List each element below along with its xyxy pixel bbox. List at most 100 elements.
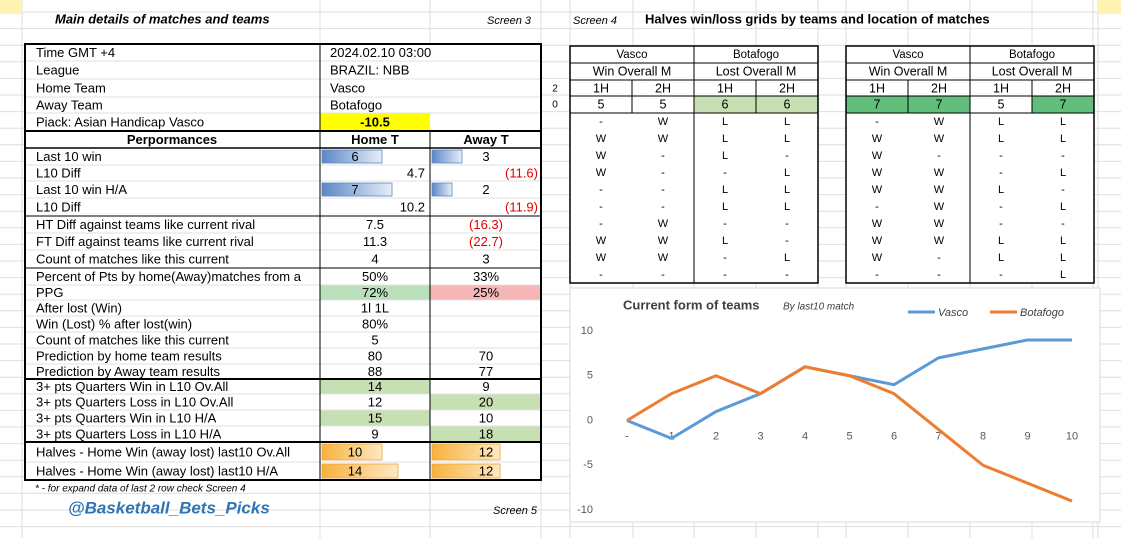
away-value: 12 (479, 463, 493, 478)
half-label: 1H (993, 81, 1009, 95)
home-value: 7 (351, 182, 358, 197)
row-label: Last 10 win (36, 149, 102, 164)
data-bar (431, 149, 463, 164)
result-cell: W (872, 167, 883, 179)
result-cell: W (658, 235, 669, 247)
column-name: Win Overall M (593, 64, 671, 78)
count-value: 6 (784, 97, 791, 111)
series-line (626, 365, 1073, 503)
row-label: PPG (36, 285, 63, 300)
away-value: 33% (473, 269, 499, 284)
count-fill (694, 96, 756, 113)
row-label: Prediction by home team results (36, 348, 222, 363)
result-cell: - (999, 150, 1003, 162)
count-value: 5 (660, 97, 667, 111)
result-cell: L (784, 167, 790, 179)
result-cell: L (722, 133, 728, 145)
side-label: 0 (552, 100, 558, 111)
x-tick-label: 1 (668, 430, 674, 442)
result-cell: W (596, 150, 607, 162)
result-cell: W (934, 201, 945, 213)
home-value: 88 (368, 364, 382, 379)
result-cell: W (872, 133, 883, 145)
x-tick-label: 3 (757, 430, 763, 442)
x-tick-label: 7 (935, 430, 941, 442)
row-label: 3+ pts Quarters Win in L10 H/A (36, 410, 217, 425)
result-cell: - (661, 150, 665, 162)
cell-fill (430, 426, 541, 442)
x-tick-label: 5 (846, 430, 852, 442)
y-tick-label: 10 (581, 325, 593, 337)
result-cell: L (998, 235, 1004, 247)
row-label: After lost (Win) (36, 300, 122, 315)
x-tick-label: 4 (802, 430, 808, 442)
away-value: 18 (479, 426, 493, 441)
away-value: 3 (482, 149, 489, 164)
result-cell: W (658, 116, 669, 128)
result-cell: L (1060, 167, 1066, 179)
result-cell: W (872, 218, 883, 230)
half-label: 2H (655, 81, 671, 95)
row-label: L10 Diff (36, 165, 81, 180)
result-cell: W (596, 167, 607, 179)
count-fill (846, 96, 908, 113)
half-label: 1H (869, 81, 885, 95)
home-value: 11.3 (363, 234, 387, 249)
team-name: Botafogo (733, 49, 779, 61)
count-value: 5 (598, 97, 605, 111)
result-cell: - (875, 201, 879, 213)
y-tick-label: -5 (583, 459, 593, 471)
result-cell: W (658, 133, 669, 145)
x-tick-label: - (625, 430, 629, 442)
away-value: (11.9) (505, 199, 538, 214)
result-cell: W (596, 133, 607, 145)
result-cell: L (784, 252, 790, 264)
result-cell: - (599, 116, 603, 128)
data-bar (431, 182, 453, 197)
row-label: Win (Lost) % after lost(win) (36, 316, 192, 331)
data-bar (321, 443, 383, 461)
result-cell: W (596, 252, 607, 264)
away-value: 20 (479, 394, 493, 409)
home-value: 12 (368, 394, 382, 409)
count-value: 7 (1060, 97, 1067, 111)
grid-border (845, 45, 1095, 284)
half-label: 2H (779, 81, 795, 95)
count-value: 5 (998, 97, 1005, 111)
chart-subtitle: By last10 match (783, 302, 855, 313)
result-cell: L (784, 133, 790, 145)
home-value: -10.5 (360, 114, 390, 129)
x-tick-label: 8 (980, 430, 986, 442)
data-bar (321, 149, 383, 164)
result-cell: - (1061, 184, 1065, 196)
row-label: Count of matches like this current (36, 251, 229, 266)
result-cell: - (785, 269, 789, 281)
y-tick-label: 0 (587, 414, 593, 426)
details-table: Time GMT +4 2024.02.10 03:00 League BRAZIL:… (24, 43, 542, 481)
result-cell: W (934, 116, 945, 128)
result-cell: L (722, 116, 728, 128)
count-fill (908, 96, 970, 113)
result-cell: L (998, 184, 1004, 196)
home-value: 80 (368, 348, 382, 363)
home-value: 5 (371, 332, 378, 347)
away-value: 2 (482, 182, 489, 197)
result-cell: - (785, 235, 789, 247)
home-value: Home T (351, 132, 399, 147)
result-cell: L (1060, 116, 1066, 128)
half-label: 1H (593, 81, 609, 95)
home-value: 7.5 (366, 217, 384, 232)
screen-label: Screen 5 (493, 505, 538, 517)
footnote: * - for expand data of last 2 row check … (35, 484, 246, 495)
result-cell: - (723, 252, 727, 264)
result-cell: - (785, 218, 789, 230)
result-cell: W (934, 218, 945, 230)
cell-fill (320, 410, 430, 426)
result-cell: - (599, 184, 603, 196)
away-value: 9 (482, 379, 489, 394)
result-cell: - (1061, 150, 1065, 162)
table-border (24, 43, 542, 481)
row-label: FT Diff against teams like current rival (36, 234, 254, 249)
result-cell: - (937, 269, 941, 281)
grids-title: Halves win/loss grids by teams and locat… (645, 11, 990, 26)
